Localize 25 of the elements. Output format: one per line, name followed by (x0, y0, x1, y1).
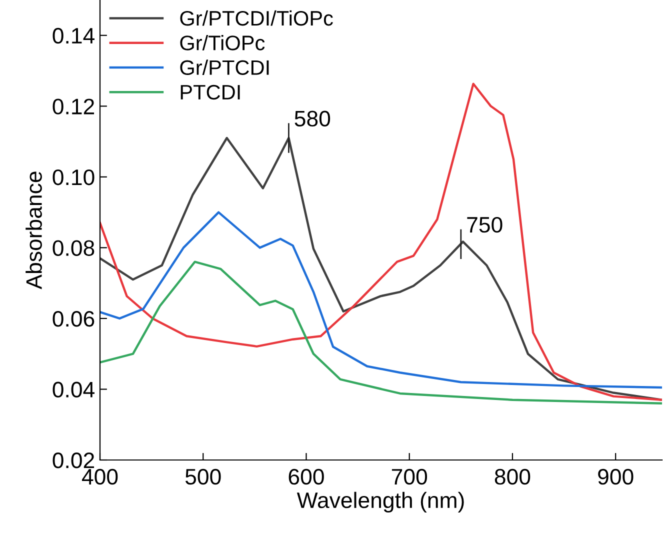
legend-label: Gr/PTCDI/TiOPc (180, 10, 333, 26)
x-tick-label: 400 (82, 468, 118, 485)
y-tick-label: 0.08 (52, 240, 94, 256)
annotation: 580 (294, 110, 330, 127)
legend-label: PTCDI (180, 84, 240, 100)
line-series (100, 136, 662, 401)
y-tick-label: 0.14 (52, 28, 94, 44)
line-series (100, 211, 662, 389)
legend-label: Gr/PTCDI (180, 60, 269, 75)
x-tick-label: 800 (494, 468, 530, 485)
x-tick-label: 500 (185, 468, 221, 485)
line-series (100, 260, 662, 404)
y-tick-label: 0.12 (52, 98, 94, 114)
x-tick-label: 900 (598, 468, 634, 485)
x-tick-label: 600 (288, 468, 324, 485)
x-tick-label: 700 (392, 468, 428, 485)
y-tick-label: 0.04 (52, 382, 94, 398)
y-axis-title: Absorbance (26, 172, 42, 290)
y-tick-label: 0.02 (52, 452, 94, 468)
line-series (100, 82, 662, 401)
legend-label: Gr/TiOPc (180, 35, 265, 50)
y-tick-label: 0.06 (52, 310, 94, 327)
x-axis-title: Wavelength (nm) (296, 492, 464, 513)
y-tick-label: 0.10 (52, 169, 94, 186)
annotation: 750 (467, 216, 502, 233)
